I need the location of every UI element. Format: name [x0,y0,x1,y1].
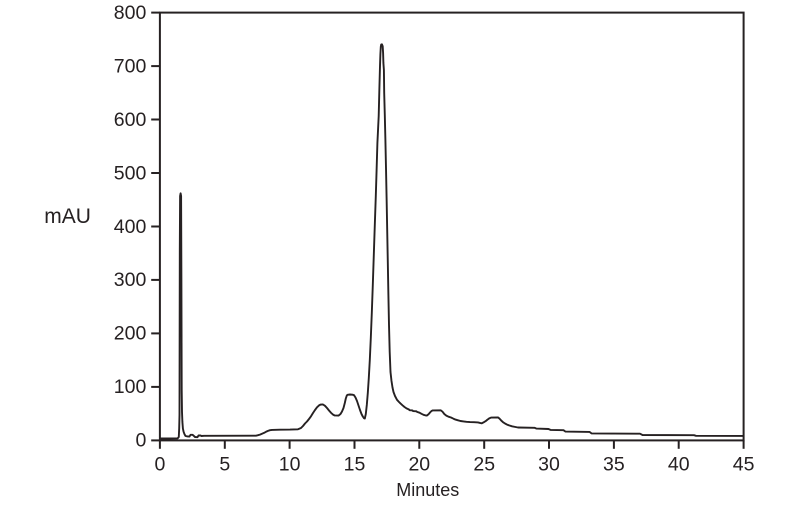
svg-text:300: 300 [114,269,147,291]
svg-text:Minutes: Minutes [396,480,459,500]
svg-text:500: 500 [114,162,147,184]
svg-text:700: 700 [114,55,147,77]
svg-text:200: 200 [114,323,147,345]
svg-text:0: 0 [154,454,165,476]
svg-text:10: 10 [279,454,301,476]
svg-text:40: 40 [668,454,690,476]
svg-text:100: 100 [114,376,147,398]
svg-text:25: 25 [473,454,495,476]
svg-text:600: 600 [114,109,147,131]
svg-text:400: 400 [114,216,147,238]
svg-text:15: 15 [344,454,366,476]
svg-text:5: 5 [219,454,230,476]
svg-text:20: 20 [408,454,430,476]
svg-text:0: 0 [135,430,146,452]
svg-text:mAU: mAU [44,205,91,228]
svg-text:30: 30 [538,454,560,476]
svg-text:35: 35 [603,454,625,476]
svg-text:800: 800 [114,2,147,24]
svg-text:45: 45 [733,454,755,476]
